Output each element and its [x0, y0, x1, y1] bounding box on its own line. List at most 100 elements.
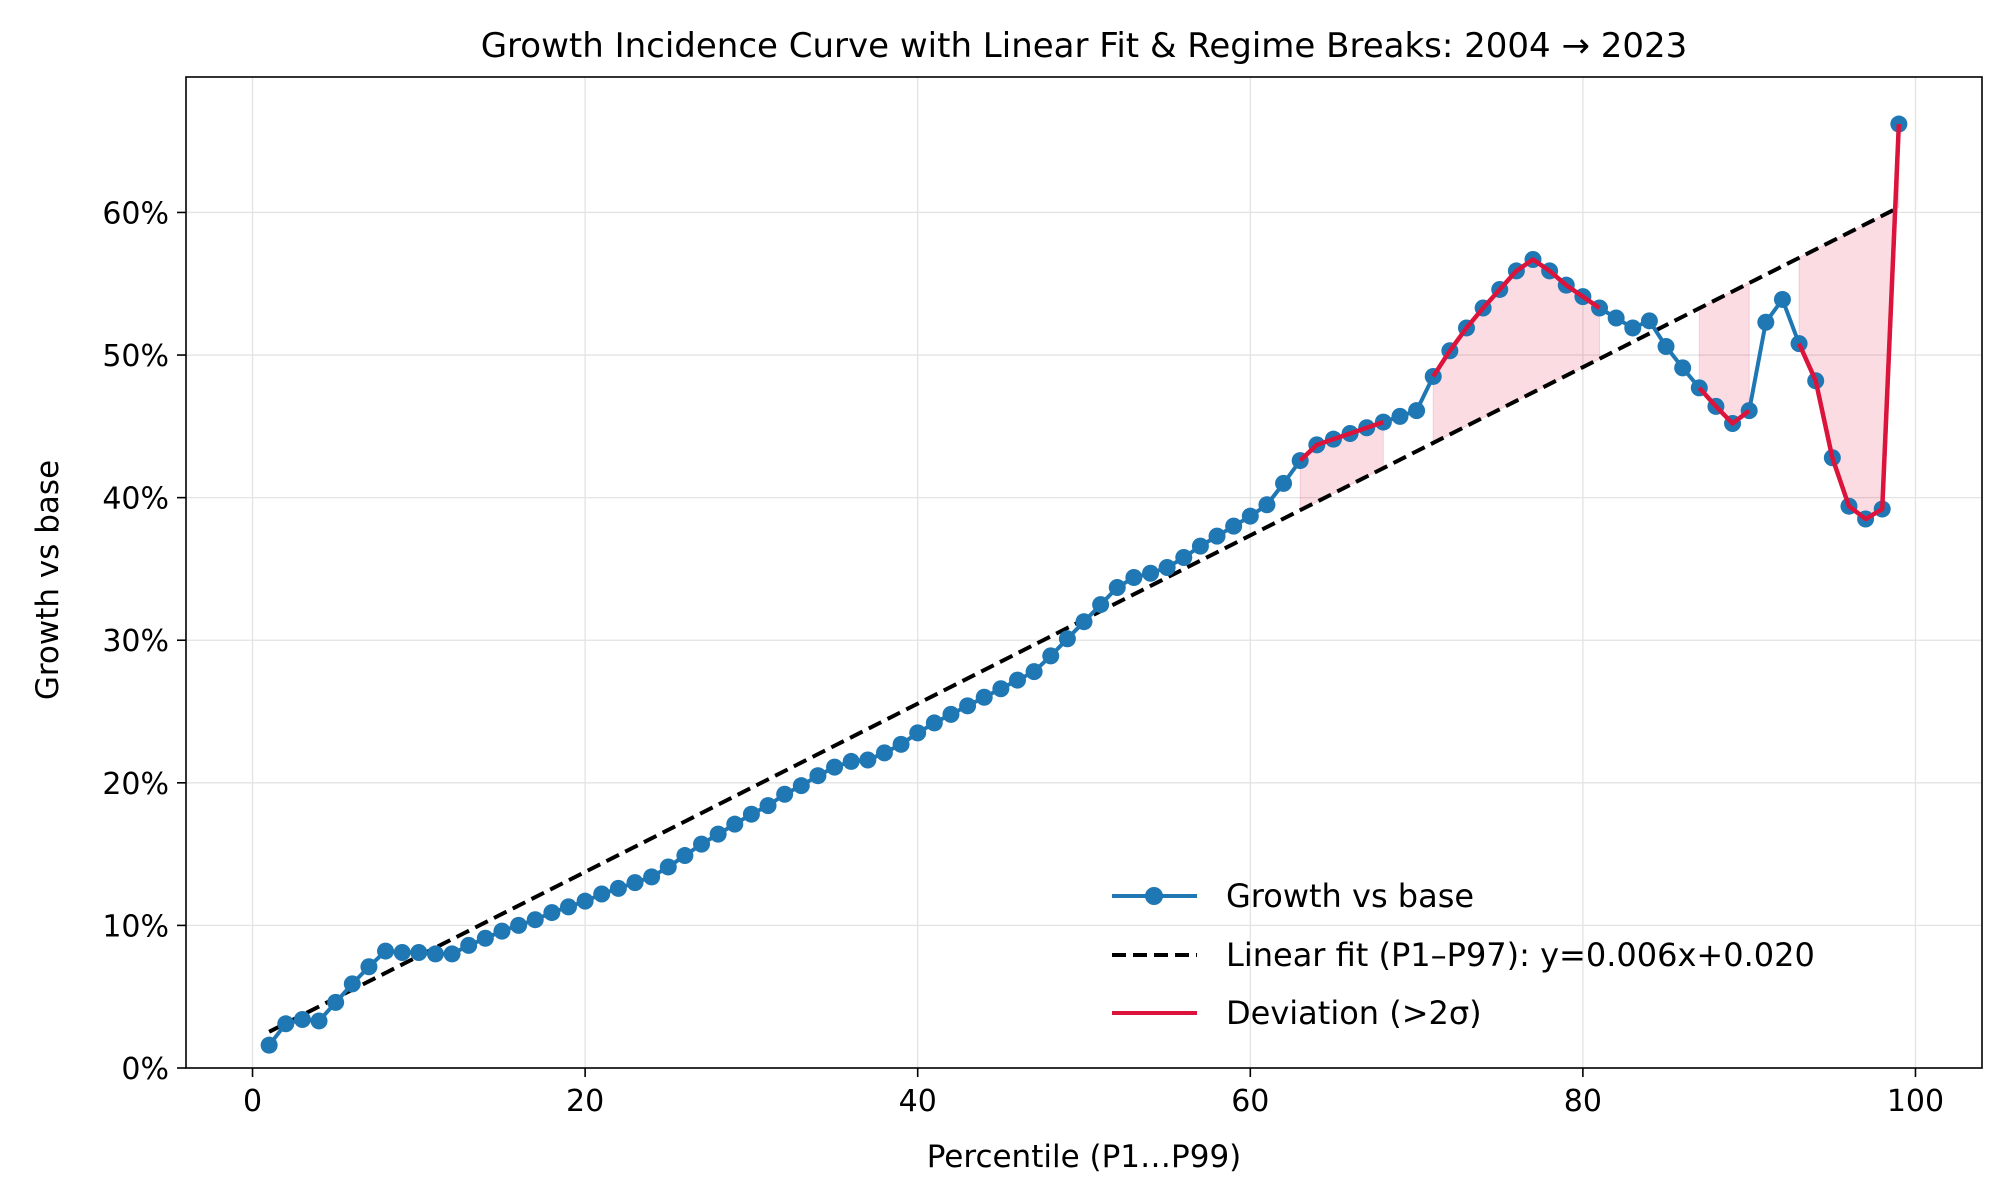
growth-point [875, 744, 893, 762]
x-axis-ticks: 0 20 40 60 80 100 [243, 1068, 1944, 1119]
growth-point [426, 945, 444, 963]
y-tick-label: 30% [102, 624, 169, 659]
growth-point [892, 735, 910, 753]
growth-point [959, 697, 977, 715]
growth-point [659, 858, 677, 876]
growth-point [1025, 663, 1043, 681]
growth-point [842, 752, 860, 770]
growth-point [809, 767, 827, 785]
growth-point [643, 868, 661, 886]
x-tick-label: 60 [1231, 1084, 1269, 1119]
growth-point [942, 705, 960, 723]
growth-point [992, 680, 1010, 698]
y-tick-label: 60% [102, 196, 169, 231]
growth-point [1158, 559, 1176, 577]
deviation-segment [1431, 257, 1601, 378]
growth-point [360, 958, 378, 976]
growth-point [576, 892, 594, 910]
x-tick-label: 40 [899, 1084, 937, 1119]
growth-point [493, 922, 511, 940]
growth-point [476, 929, 494, 947]
growth-point [726, 815, 744, 833]
growth-point [1674, 359, 1692, 377]
growth-point [676, 847, 694, 865]
chart-title: Growth Incidence Curve with Linear Fit &… [481, 26, 1688, 66]
growth-series-layer [260, 115, 1908, 1054]
growth-point [510, 916, 528, 934]
growth-point [1125, 568, 1143, 586]
growth-point [626, 874, 644, 892]
growth-point [310, 1012, 328, 1030]
growth-point [759, 797, 777, 815]
growth-point [343, 975, 361, 993]
growth-point [859, 751, 877, 769]
growth-point [377, 942, 395, 960]
growth-point [1757, 313, 1775, 331]
growth-point [1624, 319, 1642, 337]
deviation-segment [1797, 123, 1902, 522]
growth-point [593, 885, 611, 903]
growth-point [1175, 549, 1193, 567]
growth-point [393, 944, 411, 962]
deviation-layer [1298, 123, 1902, 522]
y-axis-label: Growth vs base [30, 460, 66, 700]
growth-point [1657, 337, 1675, 355]
growth-point [260, 1036, 278, 1054]
growth-point [909, 724, 927, 742]
growth-point [543, 904, 561, 922]
growth-point [327, 993, 345, 1011]
growth-point [1225, 517, 1243, 535]
x-tick-label: 80 [1564, 1084, 1602, 1119]
y-tick-label: 50% [102, 339, 169, 374]
y-axis-ticks: 0% 10% 20% 30% 40% 50% 60% [102, 196, 186, 1087]
growth-point [443, 945, 461, 963]
growth-point [709, 825, 727, 843]
growth-point [1258, 496, 1276, 514]
x-axis-label: Percentile (P1…P99) [927, 1139, 1242, 1175]
legend: Growth vs base Linear fit (P1–P97): y=0.… [1112, 877, 1815, 1032]
growth-point [975, 688, 993, 706]
growth-point [742, 805, 760, 823]
growth-point [1075, 613, 1093, 631]
growth-point [559, 898, 577, 916]
growth-point [1275, 474, 1293, 492]
growth-point [609, 879, 627, 897]
growth-point [277, 1015, 295, 1033]
x-tick-label: 0 [243, 1084, 262, 1119]
growth-point [1241, 507, 1259, 525]
y-tick-label: 0% [121, 1052, 169, 1087]
growth-point [1640, 312, 1658, 330]
growth-point [1773, 290, 1791, 308]
growth-point [792, 777, 810, 795]
growth-point [293, 1011, 311, 1029]
legend-growth-label: Growth vs base [1226, 877, 1474, 915]
growth-point [1058, 630, 1076, 648]
y-tick-label: 20% [102, 767, 169, 802]
growth-point [1391, 407, 1409, 425]
growth-point [1108, 578, 1126, 596]
growth-point [1408, 402, 1426, 420]
growth-point [1008, 671, 1026, 689]
growth-point [1208, 527, 1226, 545]
growth-point [826, 758, 844, 776]
growth-point [526, 911, 544, 929]
legend-deviation-label: Deviation (>2σ) [1226, 994, 1482, 1032]
x-tick-label: 100 [1887, 1084, 1944, 1119]
plot-frame [185, 76, 1983, 1069]
growth-point [776, 785, 794, 803]
growth-point [1191, 537, 1209, 555]
growth-point [1607, 309, 1625, 327]
deviation-segment [1298, 419, 1385, 463]
growth-point [693, 835, 711, 853]
growth-point [460, 936, 478, 954]
legend-fit-label: Linear fit (P1–P97): y=0.006x+0.020 [1226, 936, 1815, 974]
legend-growth-marker [1145, 887, 1163, 905]
growth-point [925, 714, 943, 732]
x-tick-label: 20 [566, 1084, 604, 1119]
y-tick-label: 10% [102, 909, 169, 944]
growth-point [410, 944, 428, 962]
growth-point [1042, 647, 1060, 665]
deviation-segment [1697, 386, 1751, 426]
y-tick-label: 40% [102, 482, 169, 517]
